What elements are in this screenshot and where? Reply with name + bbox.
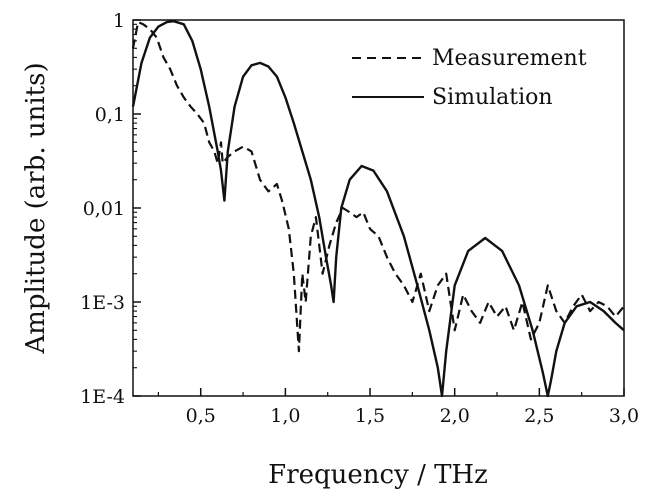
x-tick-label: 2,0 (440, 405, 470, 427)
x-tick-label: 1,5 (355, 405, 385, 427)
y-tick-label: 1E-3 (80, 292, 125, 314)
legend: Measurement Simulation (352, 46, 587, 110)
x-tick-label: 3,0 (609, 405, 639, 427)
legend-label-simulation: Simulation (432, 85, 553, 110)
labels-layer: 0,5 1,0 1,5 2,0 2,5 3,0 1E-4 1E-3 0,01 0,1 1 (80, 10, 639, 427)
ticks-layer (133, 19, 625, 397)
y-tick-label: 1E-4 (80, 386, 125, 408)
x-tick-label: 2,5 (524, 405, 554, 427)
x-axis-title: Frequency / THz (268, 460, 488, 490)
y-tick-label: 0,01 (83, 198, 125, 220)
y-axis-title: Amplitude (arb. units) (21, 62, 51, 354)
legend-label-measurement: Measurement (432, 46, 587, 71)
series-line-simulation (131, 20, 625, 398)
plot-frame (132, 19, 625, 397)
series-layer (131, 20, 625, 398)
x-tick-label: 1,0 (270, 405, 300, 427)
series-line-measurement (131, 21, 625, 353)
y-tick-label: 1 (113, 10, 125, 32)
y-tick-label: 0,1 (95, 104, 125, 126)
x-tick-label: 0,5 (186, 405, 216, 427)
